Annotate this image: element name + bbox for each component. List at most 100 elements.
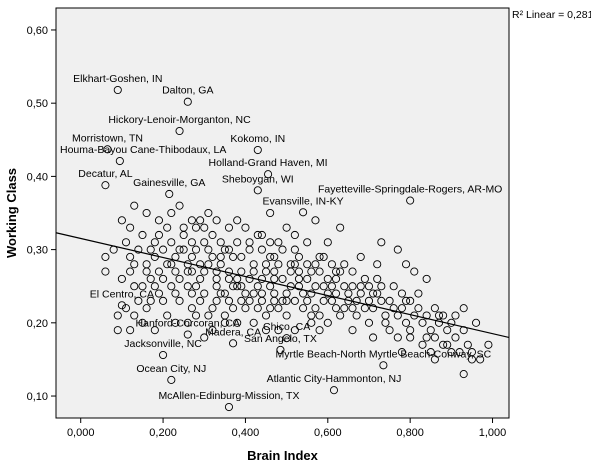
data-point	[126, 267, 135, 276]
data-point	[138, 282, 147, 291]
data-point	[200, 289, 209, 298]
data-point	[323, 274, 332, 283]
x-tick-label: 1,000	[479, 427, 507, 439]
data-point	[327, 282, 336, 291]
data-point	[220, 245, 229, 254]
data-point	[274, 260, 283, 269]
data-point	[426, 326, 435, 335]
data-point	[237, 252, 246, 261]
data-point	[278, 274, 287, 283]
data-point	[142, 260, 151, 269]
data-point	[331, 267, 341, 276]
data-point	[418, 340, 427, 349]
point-label: Holland-Grand Haven, MI	[209, 157, 328, 169]
data-point	[422, 274, 431, 283]
labeled-data-point	[229, 339, 238, 348]
data-point	[352, 311, 361, 320]
data-point	[216, 238, 225, 247]
data-point	[443, 326, 452, 335]
data-point	[261, 311, 271, 320]
data-point	[393, 333, 402, 342]
data-point	[336, 223, 345, 232]
data-point	[336, 311, 345, 320]
data-point	[356, 282, 365, 291]
data-point	[327, 296, 336, 305]
x-tick-label: 0,800	[396, 427, 424, 439]
data-point	[130, 311, 139, 320]
data-point	[290, 326, 299, 335]
data-point	[126, 223, 135, 232]
fit-line-group	[55, 232, 510, 339]
data-point	[348, 282, 357, 291]
data-point	[224, 296, 234, 305]
data-point	[163, 311, 172, 320]
data-point	[159, 274, 168, 283]
data-point	[121, 304, 131, 313]
data-point	[187, 238, 196, 247]
data-point	[484, 340, 493, 349]
data-point	[397, 348, 406, 357]
data-point	[369, 289, 378, 298]
data-point	[278, 245, 287, 254]
data-point	[245, 296, 254, 305]
data-point	[401, 260, 411, 269]
data-point	[229, 252, 238, 261]
data-point	[146, 245, 155, 254]
data-point	[150, 282, 159, 291]
data-point	[348, 304, 357, 313]
data-point	[241, 223, 250, 232]
data-point	[159, 245, 168, 254]
data-point	[216, 289, 225, 298]
data-point	[159, 296, 168, 305]
data-point	[270, 252, 279, 261]
point-label: Jacksonville, NC	[124, 338, 202, 350]
data-point	[348, 326, 357, 335]
data-point	[311, 216, 320, 225]
data-point	[101, 252, 110, 261]
data-point	[340, 282, 349, 291]
data-point	[241, 289, 250, 298]
data-point	[154, 216, 164, 225]
point-label: Hanford-Corcoran, CA	[136, 318, 240, 330]
data-point	[134, 296, 143, 305]
data-point	[381, 318, 390, 327]
data-point	[319, 282, 328, 291]
data-point	[121, 238, 131, 247]
data-point	[187, 267, 196, 276]
labeled-data-point	[165, 189, 174, 199]
data-point	[373, 274, 382, 283]
data-point	[373, 289, 382, 298]
x-axis: 0,000 0,200 0,400 0,600 0,800 1,000	[67, 418, 506, 439]
data-point	[146, 296, 155, 305]
data-point	[360, 274, 369, 283]
data-point	[204, 208, 213, 218]
data-point	[311, 282, 320, 291]
data-point	[290, 260, 299, 269]
data-point	[245, 238, 254, 247]
point-label: Morristown, TN	[72, 132, 143, 144]
data-point	[154, 230, 164, 240]
data-point	[307, 289, 316, 298]
data-point	[290, 245, 299, 254]
data-point	[212, 216, 221, 225]
data-point	[163, 223, 172, 232]
data-point	[323, 318, 332, 327]
data-point	[369, 304, 378, 313]
data-point	[179, 223, 188, 232]
point-label: Kokomo, IN	[230, 133, 285, 145]
data-point	[422, 333, 431, 342]
data-point	[274, 238, 283, 247]
data-point	[463, 340, 472, 349]
data-point	[377, 296, 386, 305]
data-point	[229, 304, 238, 313]
data-point	[187, 304, 196, 313]
data-point	[459, 370, 468, 379]
data-point	[138, 230, 147, 240]
data-point	[270, 296, 279, 305]
point-label: Evansville, IN-KY	[263, 195, 344, 207]
data-point	[364, 318, 374, 327]
data-point	[146, 274, 155, 283]
data-point	[138, 318, 147, 327]
data-point	[183, 267, 192, 276]
